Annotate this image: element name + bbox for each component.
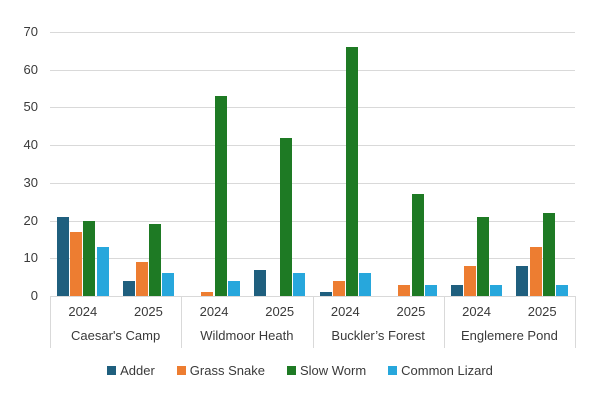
bar-slow-worm bbox=[411, 194, 424, 296]
bar-slow-worm bbox=[214, 96, 227, 296]
year-label: 2025 bbox=[527, 304, 557, 319]
bar-adder bbox=[253, 269, 266, 296]
gridline bbox=[50, 107, 575, 109]
bar-grass-snake bbox=[529, 246, 542, 296]
bar-common-lizard bbox=[96, 246, 109, 296]
site-label: Englemere Pond bbox=[460, 328, 558, 343]
bar-slow-worm bbox=[542, 213, 555, 296]
year-label: 2025 bbox=[133, 304, 163, 319]
group-divider bbox=[50, 296, 51, 348]
legend-item-slow-worm: Slow Worm bbox=[286, 363, 367, 378]
gridline bbox=[50, 220, 575, 222]
bar-grass-snake bbox=[332, 280, 345, 296]
year-label: 2024 bbox=[330, 304, 360, 319]
legend-label: Grass Snake bbox=[189, 363, 265, 378]
bar-common-lizard bbox=[162, 273, 175, 296]
y-axis-tick-label: 20 bbox=[23, 212, 38, 228]
year-label: 2024 bbox=[68, 304, 98, 319]
bar-grass-snake bbox=[463, 265, 476, 296]
bar-grass-snake bbox=[70, 231, 83, 296]
bar-common-lizard bbox=[555, 284, 568, 296]
y-axis-tick-label: 70 bbox=[23, 24, 38, 39]
legend: Adder Grass Snake Slow Worm Common Lizar… bbox=[0, 363, 600, 378]
gridline bbox=[50, 258, 575, 260]
gridline bbox=[50, 182, 575, 184]
legend-item-common-lizard: Common Lizard bbox=[388, 363, 493, 378]
legend-item-grass-snake: Grass Snake bbox=[176, 363, 265, 378]
bar-slow-worm bbox=[477, 216, 490, 296]
bar-slow-worm bbox=[345, 47, 358, 296]
legend-swatch-adder bbox=[107, 366, 117, 375]
bar-common-lizard bbox=[293, 273, 306, 296]
gridline bbox=[50, 145, 575, 147]
gridline bbox=[50, 69, 575, 71]
y-axis-tick-label: 40 bbox=[23, 137, 38, 153]
y-axis-tick-label: 30 bbox=[23, 174, 38, 190]
bar-adder bbox=[122, 280, 135, 296]
legend-swatch-slow-worm bbox=[286, 366, 296, 375]
bar-common-lizard bbox=[359, 273, 372, 296]
site-label: Caesar's Camp bbox=[71, 328, 161, 343]
bar-common-lizard bbox=[424, 284, 437, 296]
bar-slow-worm bbox=[280, 137, 293, 296]
legend-swatch-common-lizard bbox=[388, 366, 398, 375]
bar-adder bbox=[57, 216, 70, 296]
legend-label: Adder bbox=[120, 363, 155, 378]
bar-common-lizard bbox=[490, 284, 503, 296]
legend-swatch-grass-snake bbox=[176, 366, 186, 375]
bar-common-lizard bbox=[227, 280, 240, 296]
gridline bbox=[50, 32, 575, 33]
bar-grass-snake bbox=[135, 262, 148, 296]
y-axis-tick-label: 60 bbox=[23, 61, 38, 77]
year-label: 2025 bbox=[396, 304, 426, 319]
y-axis-tick-label: 10 bbox=[23, 250, 38, 266]
y-axis-tick-label: 0 bbox=[30, 288, 38, 303]
year-label: 2024 bbox=[462, 304, 492, 319]
bar-slow-worm bbox=[83, 220, 96, 296]
year-label: 2025 bbox=[265, 304, 295, 319]
legend-item-adder: Adder bbox=[107, 363, 155, 378]
group-divider bbox=[443, 296, 445, 348]
bar-grass-snake bbox=[201, 292, 214, 296]
group-divider bbox=[312, 296, 314, 348]
group-divider bbox=[181, 296, 183, 348]
year-label: 2024 bbox=[199, 304, 229, 319]
bar-adder bbox=[450, 284, 463, 296]
bar-grass-snake bbox=[398, 284, 411, 296]
legend-label: Common Lizard bbox=[401, 363, 493, 378]
group-divider bbox=[575, 296, 576, 348]
y-axis-tick-label: 50 bbox=[23, 99, 38, 115]
site-label: Buckler’s Forest bbox=[331, 328, 425, 343]
site-label: Wildmoor Heath bbox=[200, 328, 294, 343]
bar-slow-worm bbox=[149, 224, 162, 296]
bar-adder bbox=[319, 292, 332, 296]
bar-adder bbox=[516, 265, 529, 296]
legend-label: Slow Worm bbox=[299, 363, 367, 378]
